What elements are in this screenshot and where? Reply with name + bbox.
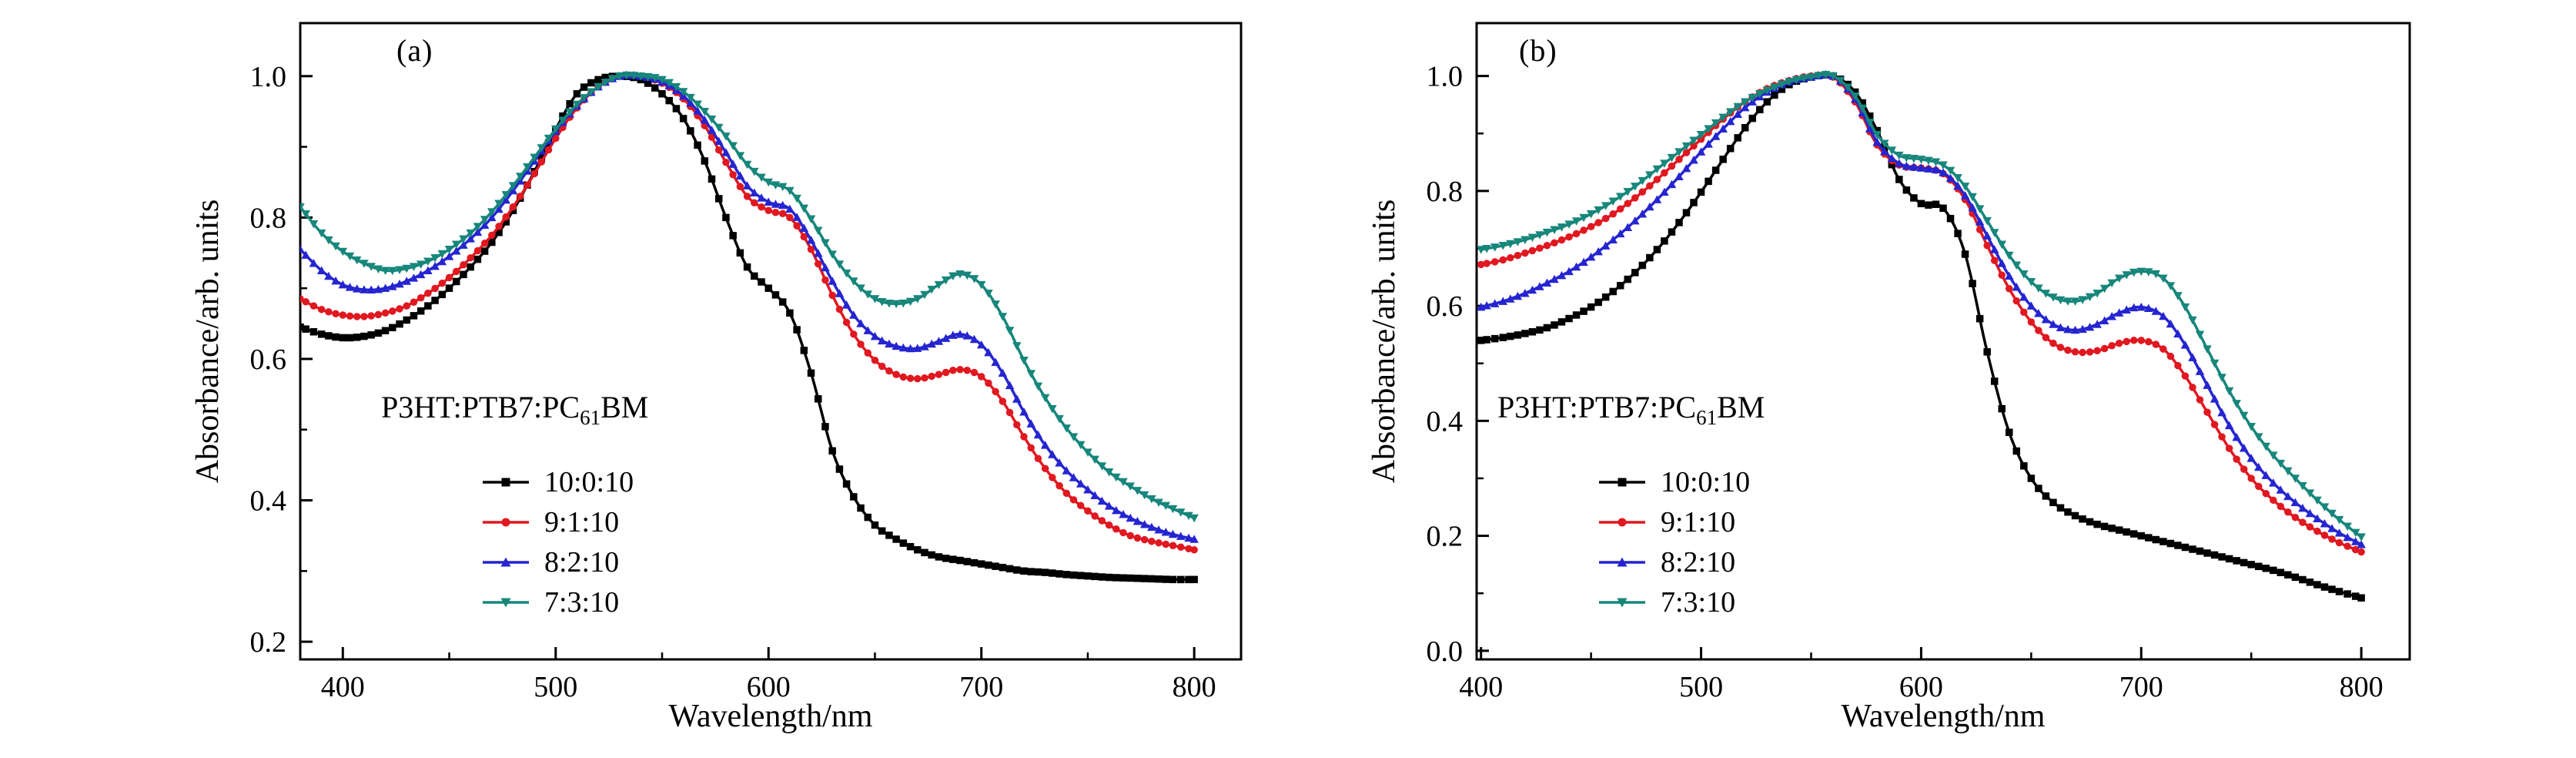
- legend-item: 7:3:10: [1497, 582, 1765, 622]
- legend-items-b: 10:0:10 9:1:10 8:2:10 7:3:10: [1497, 462, 1765, 622]
- x-tick-label: 700: [2119, 671, 2163, 703]
- circle-marker-icon: [1599, 518, 1645, 527]
- y-tick-label: 0.4: [1427, 405, 1464, 438]
- triangle-down-marker-icon: [483, 598, 529, 608]
- legend-title-a: P3HT:PTB7:PC61BM: [381, 389, 648, 436]
- panel-label-b: (b): [1519, 33, 1557, 68]
- legend-title-b: P3HT:PTB7:PC61BM: [1497, 389, 1765, 436]
- y-tick-label: 0.0: [1427, 636, 1464, 668]
- y-tick-label: 0.2: [250, 626, 287, 659]
- legend-item: 9:1:10: [1497, 502, 1765, 542]
- series-7:3:10: [300, 71, 1199, 523]
- square-marker-icon: [483, 478, 529, 487]
- legend-title-subscript: 61: [1696, 406, 1718, 429]
- series-8:2:10: [300, 70, 1199, 543]
- x-tick-label: 500: [534, 671, 577, 703]
- series-7:3:10: [1477, 71, 2366, 542]
- legend-item-label: 9:1:10: [1661, 506, 1736, 538]
- legend-title-pre: P3HT:PTB7:PC: [381, 390, 580, 424]
- y-axis-title-a: Absorbance/arb. units: [190, 199, 226, 484]
- triangle-up-marker-icon: [1599, 557, 1645, 567]
- x-tick-label: 800: [2340, 671, 2384, 703]
- square-marker-icon: [1599, 478, 1645, 487]
- y-tick-label: 0.4: [250, 485, 287, 518]
- x-tick-label: 500: [1679, 671, 1723, 703]
- y-tick-label: 0.2: [1427, 521, 1464, 553]
- panel-b: 400 500 600 700 800 0.0 0.2 0.4 0.6 0.8 1.0 (b) Wa…: [1288, 0, 2576, 758]
- panel-label-a: (a): [396, 33, 433, 68]
- panel-a: 400 500 600 700 800 0.2 0.4 0.6 0.8 1.0 (a) Wavel…: [190, 22, 1243, 734]
- legend-item-label: 10:0:10: [1661, 466, 1751, 498]
- x-tick-label: 600: [1899, 671, 1943, 703]
- triangle-up-marker-icon: [483, 557, 529, 567]
- legend-item-label: 7:3:10: [544, 586, 620, 619]
- legend-item-label: 8:2:10: [544, 546, 620, 579]
- y-tick-label: 1.0: [1427, 61, 1464, 93]
- legend-a: P3HT:PTB7:PC61BM 10:0:10 9:1:10 8:2:10 7:3:…: [381, 389, 648, 622]
- circle-marker-icon: [483, 518, 529, 527]
- legend-item: 8:2:10: [1497, 542, 1765, 582]
- x-axis-title-b: Wavelength/nm: [1841, 699, 2046, 734]
- y-tick-label: 0.8: [250, 202, 287, 234]
- plot-canvas-a: 400 500 600 700 800 0.2 0.4 0.6 0.8 1.0: [250, 22, 1243, 703]
- legend-item: 8:2:10: [381, 542, 648, 582]
- triangle-down-marker-icon: [1599, 598, 1645, 608]
- x-tick-label: 600: [747, 671, 791, 703]
- legend-title-post: BM: [1717, 390, 1765, 424]
- y-tick-label: 0.6: [1427, 290, 1464, 323]
- legend-title-post: BM: [601, 390, 649, 424]
- y-tick-label: 1.0: [250, 61, 287, 93]
- legend-item: 10:0:10: [1497, 462, 1765, 502]
- legend-items-a: 10:0:10 9:1:10 8:2:10 7:3:10: [381, 462, 648, 622]
- legend-item-label: 7:3:10: [1661, 586, 1736, 619]
- x-axis-title-a: Wavelength/nm: [668, 699, 873, 734]
- legend-title-subscript: 61: [580, 406, 601, 429]
- y-tick-label: 0.6: [250, 344, 287, 376]
- legend-b: P3HT:PTB7:PC61BM 10:0:10 9:1:10 8:2:10 7:3:…: [1497, 389, 1765, 622]
- legend-title-pre: P3HT:PTB7:PC: [1497, 390, 1697, 424]
- x-tick-label: 800: [1173, 671, 1216, 703]
- legend-item: 9:1:10: [381, 502, 648, 542]
- legend-item: 10:0:10: [381, 462, 648, 502]
- x-tick-label: 400: [321, 671, 365, 703]
- legend-item-label: 10:0:10: [544, 466, 634, 498]
- x-tick-label: 400: [1459, 671, 1503, 703]
- y-axis-title-b: Absorbance/arb. units: [1367, 199, 1402, 484]
- series-10:0:10: [300, 72, 1198, 584]
- legend-item-label: 8:2:10: [1661, 546, 1736, 579]
- y-tick-label: 0.8: [1427, 176, 1464, 208]
- plot-canvas-b: 400 500 600 700 800 0.0 0.2 0.4 0.6 0.8 1.0: [1427, 22, 2411, 703]
- legend-item-label: 9:1:10: [544, 506, 620, 538]
- legend-item: 7:3:10: [381, 582, 648, 622]
- x-tick-label: 700: [959, 671, 1003, 703]
